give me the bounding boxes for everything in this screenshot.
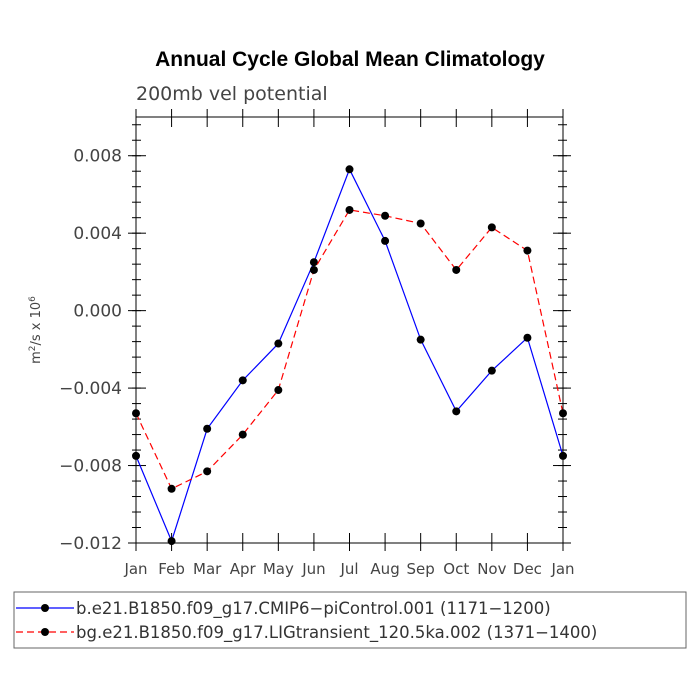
- x-tick-label: Nov: [477, 560, 506, 578]
- x-tick-label: Aug: [370, 560, 399, 578]
- x-tick-label: Jan: [550, 560, 574, 578]
- series-0-point: [238, 376, 247, 385]
- series-1-point: [487, 223, 496, 232]
- series-0-point: [167, 537, 176, 546]
- series-0-point: [309, 258, 318, 267]
- legend-marker-0: [41, 604, 49, 612]
- series-layer: [132, 165, 567, 546]
- series-1-point: [203, 467, 212, 476]
- series-1-point: [381, 211, 390, 220]
- x-tick-label: Sep: [407, 560, 435, 578]
- y-tick-label: −0.004: [59, 379, 122, 399]
- series-1: [132, 205, 567, 493]
- chart-title: Annual Cycle Global Mean Climatology: [155, 48, 545, 71]
- x-tick-label: Jan: [123, 560, 147, 578]
- series-0-point: [274, 339, 283, 348]
- x-tick-label: Jul: [339, 560, 358, 578]
- x-tick-label: Mar: [193, 560, 222, 578]
- series-1-point: [345, 205, 354, 214]
- legend: b.e21.B1850.f09_g17.CMIP6−piControl.001 …: [13, 591, 687, 649]
- y-tick-label: 0.004: [73, 224, 122, 244]
- series-0-point: [345, 165, 354, 174]
- y-axis-label: m2/s x 106: [28, 296, 44, 364]
- series-0-point: [559, 451, 567, 460]
- series-0-point: [452, 407, 461, 416]
- series-0-point: [523, 333, 532, 342]
- y-tick-label: 0.008: [73, 147, 122, 167]
- series-1-point: [416, 219, 425, 228]
- series-1-point: [452, 265, 461, 274]
- series-0-point: [416, 335, 425, 344]
- series-1-point: [132, 409, 140, 418]
- x-tick-label: Dec: [513, 560, 542, 578]
- x-tick-label: Jun: [301, 560, 325, 578]
- series-0-point: [132, 451, 140, 460]
- series-1-point: [238, 430, 247, 439]
- x-tick-labels: Jan Feb Mar Apr May Jun Jul Aug Sep Oct Nov Dec Jan: [123, 560, 574, 578]
- series-1-point: [523, 246, 532, 255]
- series-1-point: [167, 484, 176, 493]
- legend-box: [13, 591, 687, 649]
- x-tick-label: Oct: [443, 560, 469, 578]
- series-1-point: [274, 386, 283, 395]
- chart-subtitle: 200mb vel potential: [136, 83, 328, 105]
- series-0: [132, 165, 567, 546]
- y-tick-label: −0.008: [59, 457, 122, 477]
- x-tick-label: Apr: [230, 560, 257, 578]
- series-0-point: [203, 424, 212, 433]
- x-tick-label: Feb: [158, 560, 185, 578]
- y-tick-label: −0.012: [59, 534, 122, 554]
- x-tick-label: May: [263, 560, 294, 578]
- y-tick-label: 0.000: [73, 302, 122, 322]
- legend-marker-1: [41, 628, 49, 636]
- legend-label-0: b.e21.B1850.f09_g17.CMIP6−piControl.001 …: [76, 599, 551, 619]
- series-0-point: [487, 366, 496, 375]
- y-tick-labels: −0.012 −0.008 −0.004 0.000 0.004 0.008: [59, 147, 122, 554]
- legend-label-1: bg.e21.B1850.f09_g17.LIGtransient_120.5k…: [76, 623, 597, 643]
- series-1-point: [309, 265, 318, 274]
- series-0-point: [381, 236, 390, 245]
- axis-ticks: [128, 109, 571, 551]
- series-1-point: [559, 409, 567, 418]
